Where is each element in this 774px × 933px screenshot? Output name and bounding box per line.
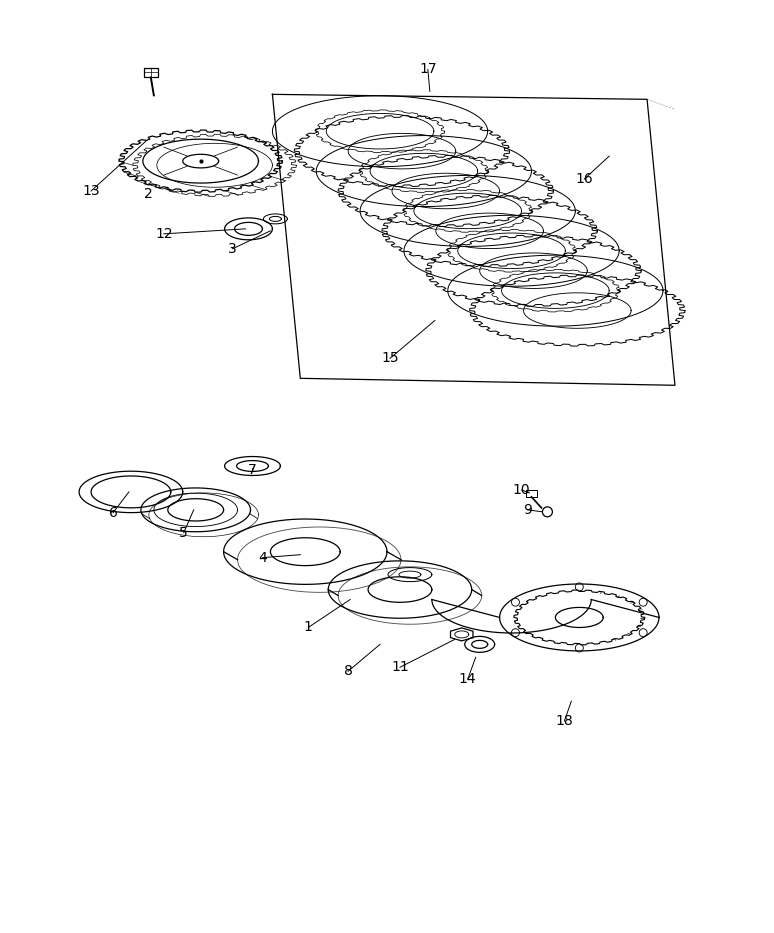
Text: 14: 14 (459, 673, 477, 687)
Text: 12: 12 (155, 227, 173, 241)
Text: 7: 7 (248, 463, 257, 477)
Text: 3: 3 (228, 242, 237, 256)
FancyBboxPatch shape (144, 68, 158, 77)
Text: 2: 2 (145, 187, 153, 201)
Text: 10: 10 (512, 483, 530, 497)
Text: 16: 16 (575, 172, 593, 186)
FancyBboxPatch shape (526, 490, 537, 497)
Text: 13: 13 (82, 184, 100, 198)
Text: 1: 1 (304, 620, 313, 634)
Text: 5: 5 (180, 526, 188, 540)
Text: 11: 11 (391, 661, 409, 675)
Text: 15: 15 (381, 352, 399, 366)
Text: 9: 9 (523, 503, 532, 517)
Text: 18: 18 (556, 714, 574, 728)
Text: 6: 6 (108, 506, 118, 520)
Text: 17: 17 (419, 63, 437, 77)
Text: 4: 4 (258, 550, 267, 564)
Text: 8: 8 (344, 664, 353, 678)
